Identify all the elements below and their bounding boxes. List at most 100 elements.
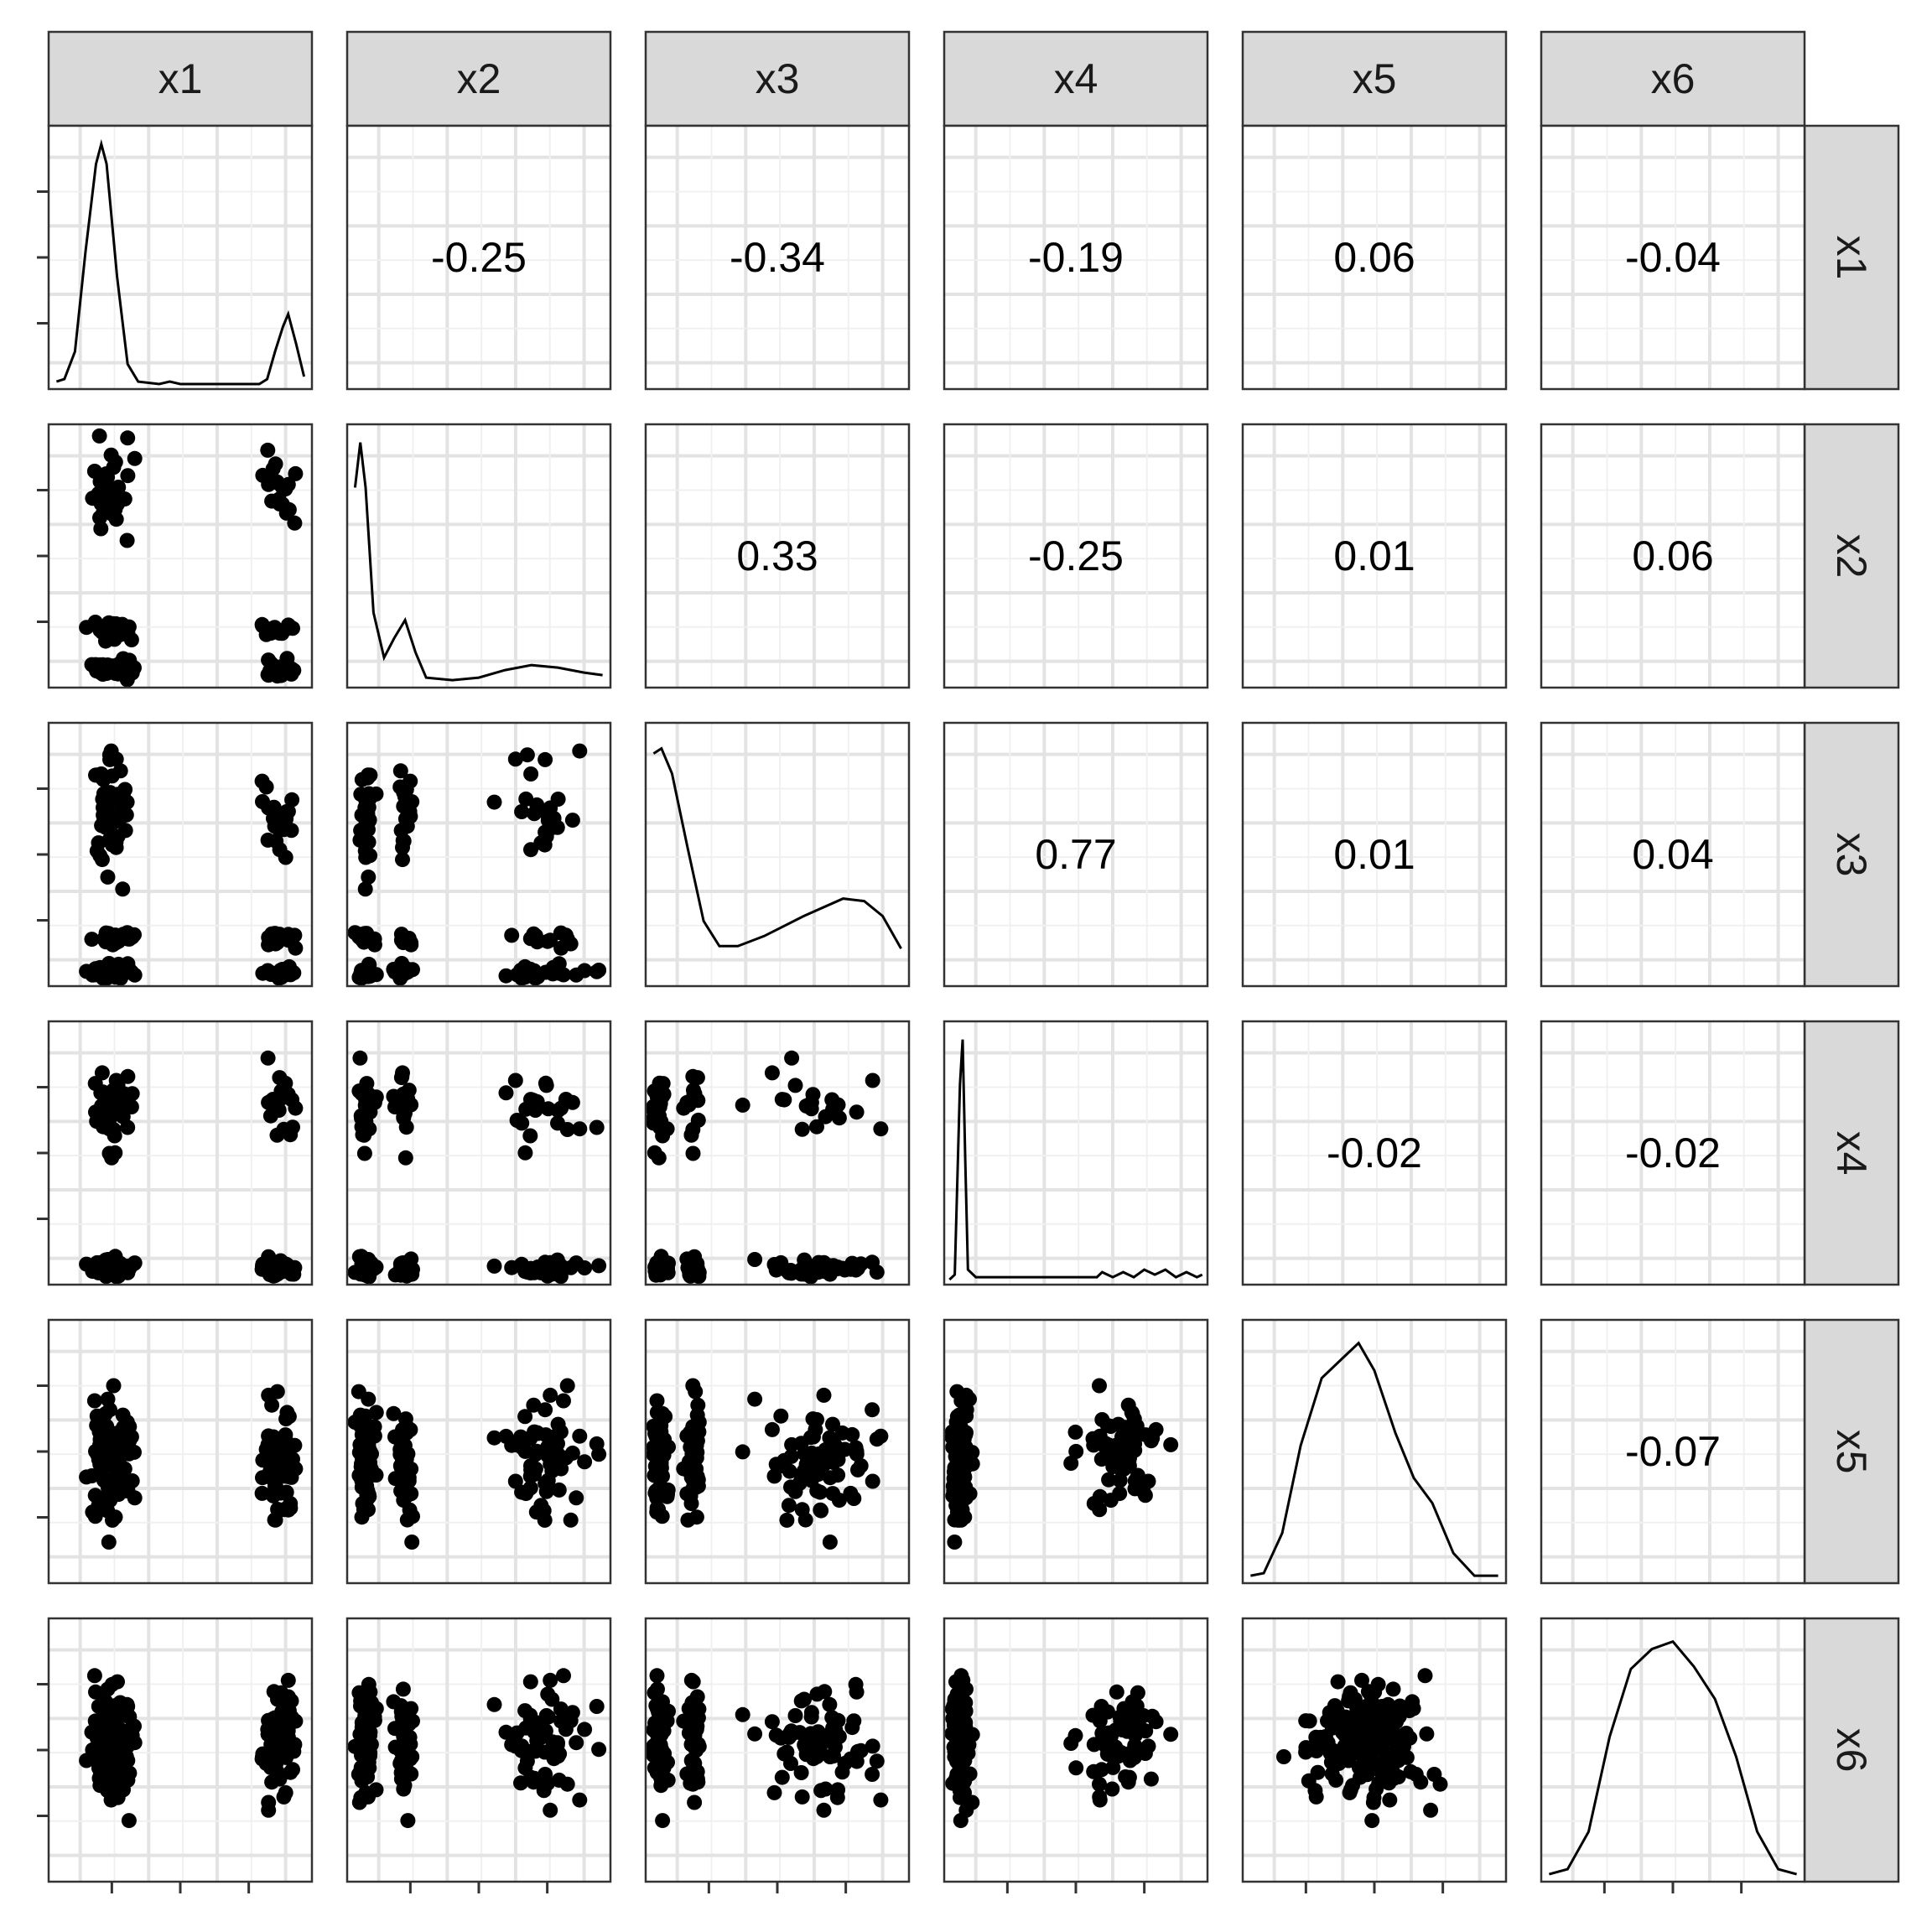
panel-x2-x3: 0.33 [644, 423, 911, 689]
scatter-point [1119, 1425, 1135, 1441]
scatter-point [784, 1050, 800, 1066]
scatter-point [94, 770, 110, 786]
scatter-point [486, 1258, 502, 1274]
scatter-point [402, 1502, 418, 1518]
scatter-point [107, 1094, 123, 1110]
row-strip-x3: x3 [1803, 721, 1900, 988]
scatter-point [504, 927, 520, 943]
scatter-point [395, 852, 410, 868]
scatter-point [265, 1450, 281, 1466]
scatter-point [110, 1739, 126, 1755]
scatter-point [513, 1429, 528, 1445]
scatter-point [100, 869, 116, 885]
scatter-point [507, 1072, 523, 1088]
scatter-point [357, 881, 373, 897]
scatter-point [107, 1727, 123, 1742]
scatter-point [764, 1421, 780, 1437]
scatter-point [526, 1093, 542, 1109]
scatter-point [356, 1424, 372, 1440]
scatter-point [873, 1121, 889, 1137]
scatter-point [1068, 1443, 1084, 1459]
scatter-point [397, 811, 413, 827]
panel-background [1243, 723, 1506, 986]
scatter-point [1367, 1684, 1383, 1700]
scatter-point [787, 1078, 803, 1093]
row-strip-label: x3 [1828, 833, 1875, 877]
panel-background [347, 126, 610, 389]
scatter-point [280, 1672, 296, 1688]
panel-background [347, 1021, 610, 1285]
panel-x1-x1 [47, 124, 314, 391]
scatter-point [538, 1402, 553, 1418]
scatter-point [589, 1119, 605, 1135]
scatter-point [284, 1437, 300, 1453]
column-strip-x3: x3 [644, 30, 911, 127]
panel-border [943, 1318, 1209, 1585]
scatter-point [397, 1105, 413, 1121]
panel-x2-x6: 0.06 [1540, 423, 1806, 689]
scatter-point [543, 932, 558, 948]
scatter-point [685, 1378, 701, 1394]
correlation-label: -0.25 [431, 234, 527, 281]
scatter-point [1365, 1705, 1381, 1721]
scatter-point [354, 963, 369, 979]
panel-x5-x2 [345, 1318, 612, 1585]
scatter-point [1112, 1472, 1128, 1488]
scatter-point [100, 1681, 116, 1697]
scatter-point [400, 1813, 416, 1829]
scatter-point [1163, 1727, 1179, 1742]
scatter-point [368, 1405, 384, 1420]
panel-x3-x3 [644, 721, 911, 988]
scatter-point [96, 1097, 112, 1113]
scatter-point [254, 773, 270, 789]
scatter-point [268, 834, 284, 849]
scatter-point [397, 789, 413, 804]
scatter-point [360, 1713, 376, 1729]
scatter-point [360, 770, 376, 786]
panel-border [345, 1020, 612, 1286]
panel-border [943, 721, 1209, 988]
scatter-point [91, 428, 107, 444]
scatter-point [260, 442, 276, 458]
panel-x6-x3 [644, 1617, 911, 1883]
row-strip-x1: x1 [1803, 124, 1900, 391]
scatter-point [1067, 1424, 1083, 1440]
scatter-point [764, 1714, 780, 1730]
scatter-point [537, 837, 553, 853]
panel-background [944, 424, 1208, 688]
panel-x3-x4: 0.77 [943, 721, 1209, 988]
panel-x2-x1 [47, 423, 314, 689]
scatter-point [92, 1431, 108, 1447]
scatter-point [98, 1737, 114, 1753]
scatter-point [1163, 1436, 1179, 1452]
panel-x1-x4: -0.19 [943, 124, 1209, 391]
row-strip-label: x4 [1828, 1131, 1875, 1176]
scatter-point [776, 1746, 792, 1762]
scatter-point [794, 1121, 810, 1137]
strip-background [47, 30, 314, 127]
scatter-point [513, 1775, 528, 1791]
scatter-point [107, 963, 123, 979]
scatter-point [1276, 1749, 1291, 1764]
scatter-point [803, 1094, 819, 1110]
scatter-point [361, 1097, 377, 1113]
panel-x4-x2 [345, 1020, 612, 1286]
scatter-point [1086, 1737, 1102, 1753]
scatter-point [267, 456, 283, 472]
panel-border [644, 1318, 911, 1585]
scatter-point [522, 1128, 538, 1144]
scatter-point [92, 963, 108, 979]
panel-x5-x6: -0.07 [1540, 1318, 1806, 1585]
scatter-point [107, 454, 123, 470]
scatter-point [527, 806, 543, 822]
scatter-point [368, 1782, 384, 1798]
scatter-point [869, 1753, 885, 1769]
scatter-point [564, 1094, 580, 1110]
scatter-point [121, 1813, 137, 1829]
scatter-point [813, 1484, 828, 1500]
scatter-point [85, 1504, 101, 1520]
scatter-point [653, 1778, 669, 1794]
scatter-point [685, 1727, 701, 1743]
scatter-point [764, 1065, 780, 1081]
scatter-point [288, 1461, 304, 1477]
